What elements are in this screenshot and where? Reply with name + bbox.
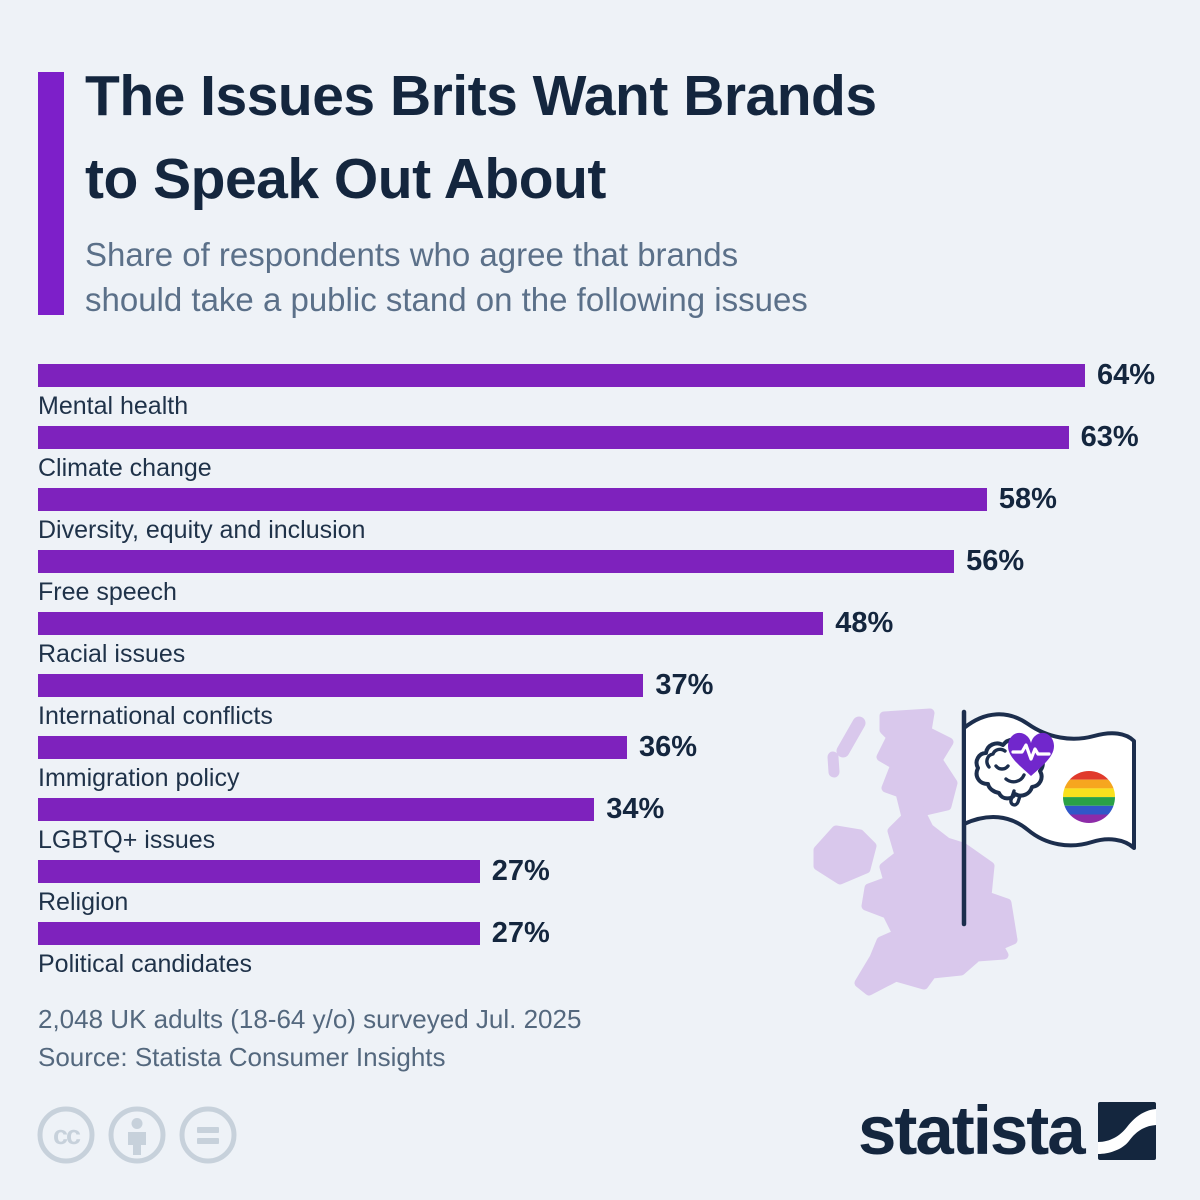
bar-value-label: 27% (491, 855, 550, 887)
bar-value-label: 48% (835, 607, 894, 639)
bar-lgbtq-issues (38, 798, 595, 821)
bar-climate-change (38, 426, 1069, 449)
pride-circle-icon (1063, 771, 1115, 823)
bar-row-diversity-equity-and-inclusion: 58% Diversity, equity and inclusion (38, 483, 1178, 550)
equals-icon[interactable] (178, 1105, 238, 1165)
svg-text:cc: cc (53, 1120, 81, 1150)
brain-fold-1 (985, 747, 1007, 769)
bar-international-conflicts (38, 674, 644, 697)
bar-value-label: 56% (966, 545, 1025, 577)
bar-chart: 64% Mental health 63% Climate change 58% Dive… (38, 359, 1178, 984)
heartbeat-line-icon (1011, 743, 1051, 761)
bar-diversity-equity-and-inclusion (38, 488, 987, 511)
bar-category-label: Climate change (38, 454, 212, 482)
map-great-britain (854, 708, 1018, 996)
page-subtitle: Share of respondents who agree that bran… (85, 236, 808, 318)
license-icons: cc (36, 1105, 238, 1165)
brain-fold-3 (1004, 773, 1026, 784)
map-northern-ireland (813, 825, 877, 885)
bar-immigration-policy (38, 736, 627, 759)
uk-map-flag-illustration (813, 708, 1136, 996)
bar-category-label: Diversity, equity and inclusion (38, 516, 366, 544)
bar-free-speech (38, 550, 955, 573)
map-island-dash (836, 716, 866, 758)
footnote: 2,048 UK adults (18-64 y/o) surveyed Jul… (38, 1000, 581, 1076)
attribution-icon[interactable] (107, 1105, 167, 1165)
bar-value-label: 36% (638, 731, 697, 763)
bar-category-label: Racial issues (38, 640, 186, 668)
bar-racial-issues (38, 612, 824, 635)
bar-value-label: 64% (1097, 359, 1156, 391)
survey-note: 2,048 UK adults (18-64 y/o) surveyed Jul… (38, 1004, 582, 1034)
bar-row-climate-change: 63% Climate change (38, 421, 1178, 488)
bar-mental-health (38, 364, 1086, 387)
bar-political-candidates (38, 922, 480, 945)
source-note: Source: Statista Consumer Insights (38, 1042, 446, 1072)
brain-stem (1009, 789, 1022, 807)
bar-row-political-candidates: 27% Political candidates (38, 917, 1178, 984)
statista-logo-mark (1097, 1101, 1156, 1160)
bar-category-label: Free speech (38, 578, 177, 606)
bar-value-label: 63% (1080, 421, 1139, 453)
bar-value-label: 34% (606, 793, 665, 825)
bar-category-label: Political candidates (38, 950, 253, 978)
bar-row-immigration-policy: 36% Immigration policy (38, 731, 1178, 798)
bar-row-free-speech: 56% Free speech (38, 545, 1178, 612)
page-title: The Issues Brits Want Brands to Speak Ou… (85, 64, 877, 211)
bar-row-racial-issues: 48% Racial issues (38, 607, 1178, 674)
title-accent-bar (38, 72, 64, 315)
bar-category-label: Religion (38, 888, 129, 916)
cc-icon[interactable]: cc (36, 1105, 96, 1165)
bar-value-label: 37% (655, 669, 714, 701)
statista-logo[interactable]: statista (858, 1096, 1156, 1165)
bar-category-label: Immigration policy (38, 764, 240, 792)
bar-row-international-conflicts: 37% International conflicts (38, 669, 1178, 736)
statista-wordmark: statista (858, 1092, 1086, 1169)
bar-row-lgbtq-issues: 34% LGBTQ+ issues (38, 793, 1178, 860)
bar-value-label: 58% (998, 483, 1057, 515)
bar-value-label: 27% (491, 917, 550, 949)
brain-fold-2 (994, 764, 1010, 771)
bar-row-religion: 27% Religion (38, 855, 1178, 922)
bar-category-label: LGBTQ+ issues (38, 826, 216, 854)
bar-category-label: International conflicts (38, 702, 273, 730)
map-island-dash-small (827, 751, 840, 778)
bar-religion (38, 860, 480, 883)
bar-row-mental-health: 64% Mental health (38, 359, 1178, 426)
bar-category-label: Mental health (38, 392, 189, 420)
